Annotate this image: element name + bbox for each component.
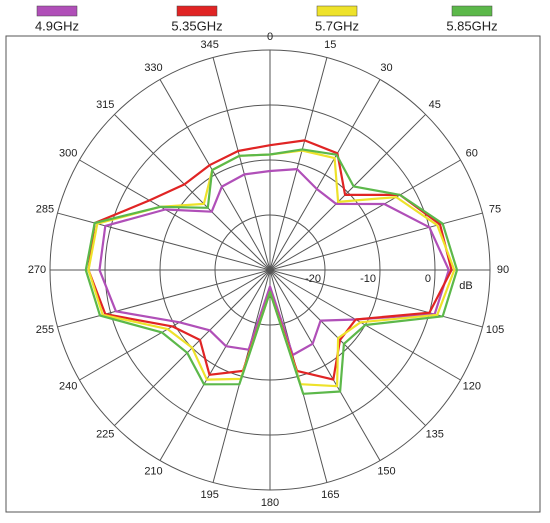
theta-tick-label: 90 <box>497 264 509 276</box>
theta-tick-label: 120 <box>463 380 481 392</box>
spoke <box>269 79 381 271</box>
theta-tick-label: 285 <box>36 204 54 216</box>
theta-tick-label: 15 <box>324 39 336 51</box>
spoke <box>269 269 426 426</box>
theta-tick-label: 300 <box>59 147 77 159</box>
spoke <box>79 159 271 271</box>
theta-tick-label: 165 <box>321 489 339 501</box>
theta-tick-label: 150 <box>377 466 395 478</box>
spoke <box>269 212 483 271</box>
spoke <box>269 114 426 271</box>
theta-tick-label: 330 <box>144 62 162 74</box>
spoke <box>114 114 271 271</box>
spoke <box>79 269 271 381</box>
theta-tick-label: 270 <box>28 264 46 276</box>
theta-tick-label: 30 <box>380 62 392 74</box>
legend-swatch <box>36 5 78 17</box>
legend-swatch <box>176 5 218 17</box>
legend-label: 4.9GHz <box>35 18 79 33</box>
theta-tick-label: 315 <box>96 99 114 111</box>
spoke <box>212 57 271 271</box>
theta-tick-label: 210 <box>144 466 162 478</box>
spoke <box>159 79 271 271</box>
legend-swatch <box>451 5 493 17</box>
r-axis-label: dB <box>459 280 472 292</box>
theta-tick-label: 195 <box>201 489 219 501</box>
spoke <box>57 212 271 271</box>
spoke <box>57 269 271 328</box>
spoke <box>269 269 483 328</box>
spoke <box>269 159 461 271</box>
series-line <box>98 168 450 357</box>
legend-label: 5.85GHz <box>446 18 497 33</box>
theta-tick-label: 345 <box>201 39 219 51</box>
r-tick-label: 0 <box>425 273 431 285</box>
legend-swatch <box>316 5 358 17</box>
theta-tick-label: 135 <box>426 429 444 441</box>
legend-label: 5.35GHz <box>171 18 222 33</box>
frame <box>5 35 541 513</box>
theta-tick-label: 60 <box>466 147 478 159</box>
theta-tick-label: 0 <box>267 31 273 43</box>
theta-tick-label: 75 <box>489 204 501 216</box>
theta-tick-label: 225 <box>96 429 114 441</box>
theta-tick-label: 180 <box>261 497 279 509</box>
series-line <box>84 148 459 395</box>
r-tick-label: -20 <box>305 273 321 285</box>
spoke <box>159 269 271 461</box>
r-tick-label: -10 <box>360 273 376 285</box>
spoke <box>269 57 328 271</box>
theta-tick-label: 105 <box>486 324 504 336</box>
legend-label: 5.7GHz <box>315 18 359 33</box>
theta-tick-label: 255 <box>36 324 54 336</box>
spoke <box>269 269 381 461</box>
theta-tick-label: 240 <box>59 380 77 392</box>
theta-tick-label: 45 <box>429 99 441 111</box>
